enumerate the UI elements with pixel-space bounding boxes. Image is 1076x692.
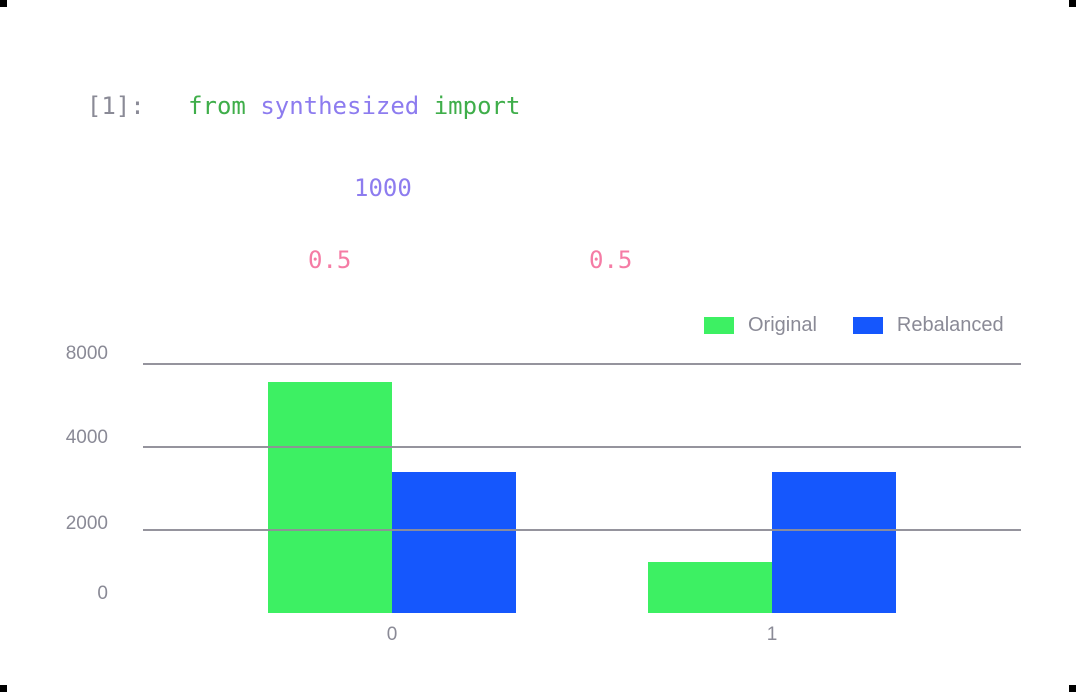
x-tick-1: 1 [766, 624, 778, 645]
legend-swatch-original [704, 317, 734, 334]
code-cell: [1]: from synthesized import [58, 64, 521, 120]
bar-original-1 [648, 562, 772, 613]
code-keyword-from: from [188, 92, 246, 120]
corner-mark-top-left [0, 0, 7, 7]
bar-rebalanced-1 [772, 472, 896, 613]
code-module-name: synthesized [260, 92, 420, 120]
corner-mark-top-right [1069, 0, 1076, 7]
y-tick-8000: 8000 [65, 343, 108, 364]
bar-original-0 [268, 382, 392, 613]
code-keyword-import: import [433, 92, 521, 120]
gridline-2000 [143, 529, 1021, 531]
floating-value-1000: 1000 [354, 174, 412, 202]
legend-swatch-rebalanced [852, 317, 883, 334]
floating-value-left: 0.5 [308, 246, 352, 274]
x-tick-0: 0 [386, 624, 398, 645]
gridline-4000 [143, 446, 1021, 448]
gridline-8000 [143, 363, 1021, 365]
y-tick-2000: 2000 [65, 513, 108, 534]
corner-mark-bottom-right [1069, 685, 1076, 692]
chart-legend: Original Rebalanced [704, 314, 1004, 337]
legend-label-original: Original [748, 314, 817, 336]
y-tick-4000: 4000 [65, 427, 108, 448]
bar-rebalanced-0 [392, 472, 516, 613]
cell-prompt: [1]: [86, 92, 145, 120]
floating-value-right: 0.5 [589, 246, 633, 274]
corner-mark-bottom-left [0, 685, 7, 692]
legend-label-rebalanced: Rebalanced [896, 314, 1004, 336]
legend-item-original: Original [704, 314, 817, 337]
legend-item-rebalanced: Rebalanced [852, 314, 1004, 337]
y-tick-0: 0 [97, 583, 108, 604]
